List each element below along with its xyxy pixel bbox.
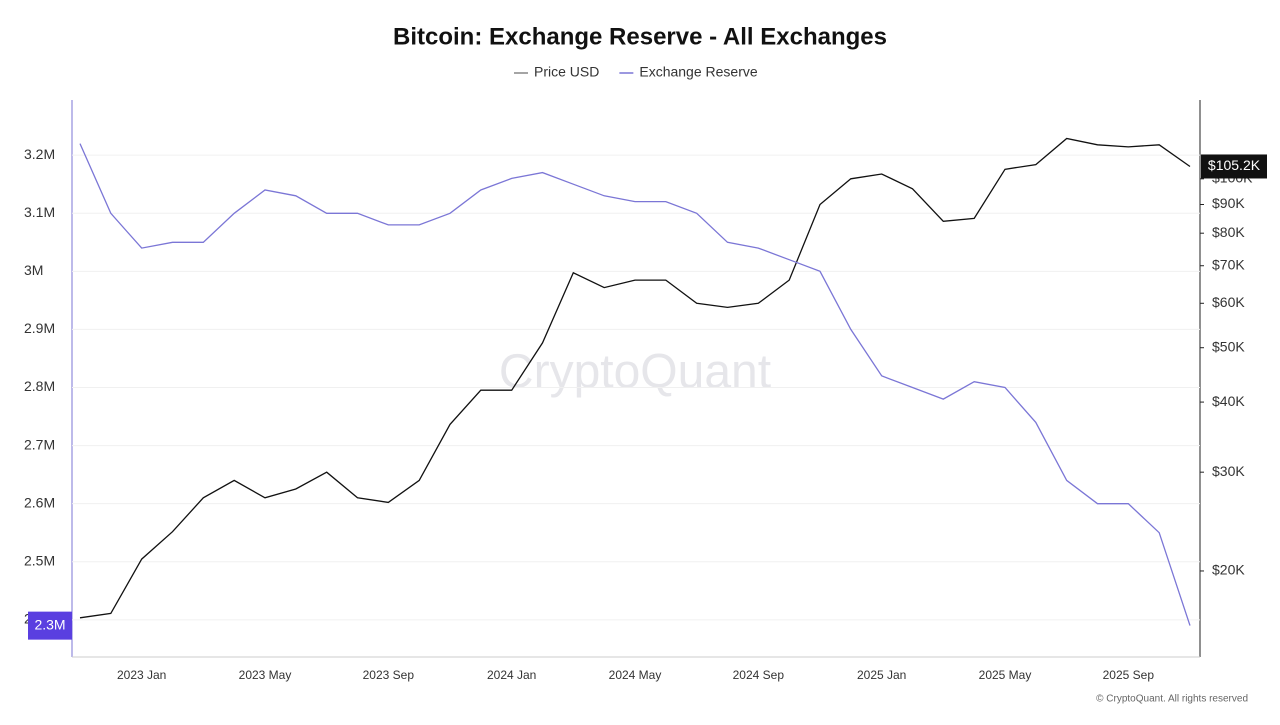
x-tick-label: 2023 Jan: [117, 668, 166, 682]
y-tick-label: 2.9M: [24, 320, 55, 336]
y2-tick-label: $30K: [1212, 463, 1245, 479]
series-line: [79, 143, 1191, 626]
footer: © CryptoQuant. All rights reserved: [1096, 694, 1248, 705]
y2-tick-label: $90K: [1212, 195, 1245, 211]
legend-label: Price USD: [534, 64, 599, 80]
y2-tick-label: $70K: [1212, 256, 1245, 272]
y-tick-label: 2.5M: [24, 552, 55, 568]
y2-tick-label: $60K: [1212, 294, 1245, 310]
y-tick-label: 3.1M: [24, 204, 55, 220]
series-line: [79, 137, 1191, 619]
price-badge: [1201, 154, 1267, 179]
x-tick-label: 2025 Jan: [857, 668, 906, 682]
x-tick-label: 2024 Sep: [733, 668, 785, 682]
reserve-badge: [28, 611, 72, 640]
y2-tick-label: $80K: [1212, 224, 1245, 240]
x-tick-label: 2023 May: [239, 668, 292, 682]
y-tick-label: 3.2M: [24, 146, 55, 162]
y-tick-label: 2.6M: [24, 494, 55, 510]
x-tick-label: 2023 Sep: [363, 668, 415, 682]
chart-title: Bitcoin: Exchange Reserve - All Exchange…: [393, 23, 887, 50]
x-tick-label: 2024 May: [609, 668, 662, 682]
y-tick-label: 2.8M: [24, 378, 55, 394]
y2-tick-label: $40K: [1212, 393, 1245, 409]
reserve-badge-label: 2.3M: [34, 616, 65, 632]
x-tick-label: 2024 Jan: [487, 668, 536, 682]
legend-label: Exchange Reserve: [639, 64, 758, 80]
x-tick-label: 2025 May: [979, 668, 1032, 682]
y2-tick-label: $50K: [1212, 338, 1245, 354]
x-tick-label: 2025 Sep: [1103, 668, 1155, 682]
y-tick-label: 3M: [24, 262, 43, 278]
price-badge-label: $105.2K: [1208, 157, 1261, 173]
y2-tick-label: $20K: [1212, 562, 1245, 578]
y-tick-label: 2.7M: [24, 436, 55, 452]
watermark: CryptoQuant: [499, 346, 771, 399]
